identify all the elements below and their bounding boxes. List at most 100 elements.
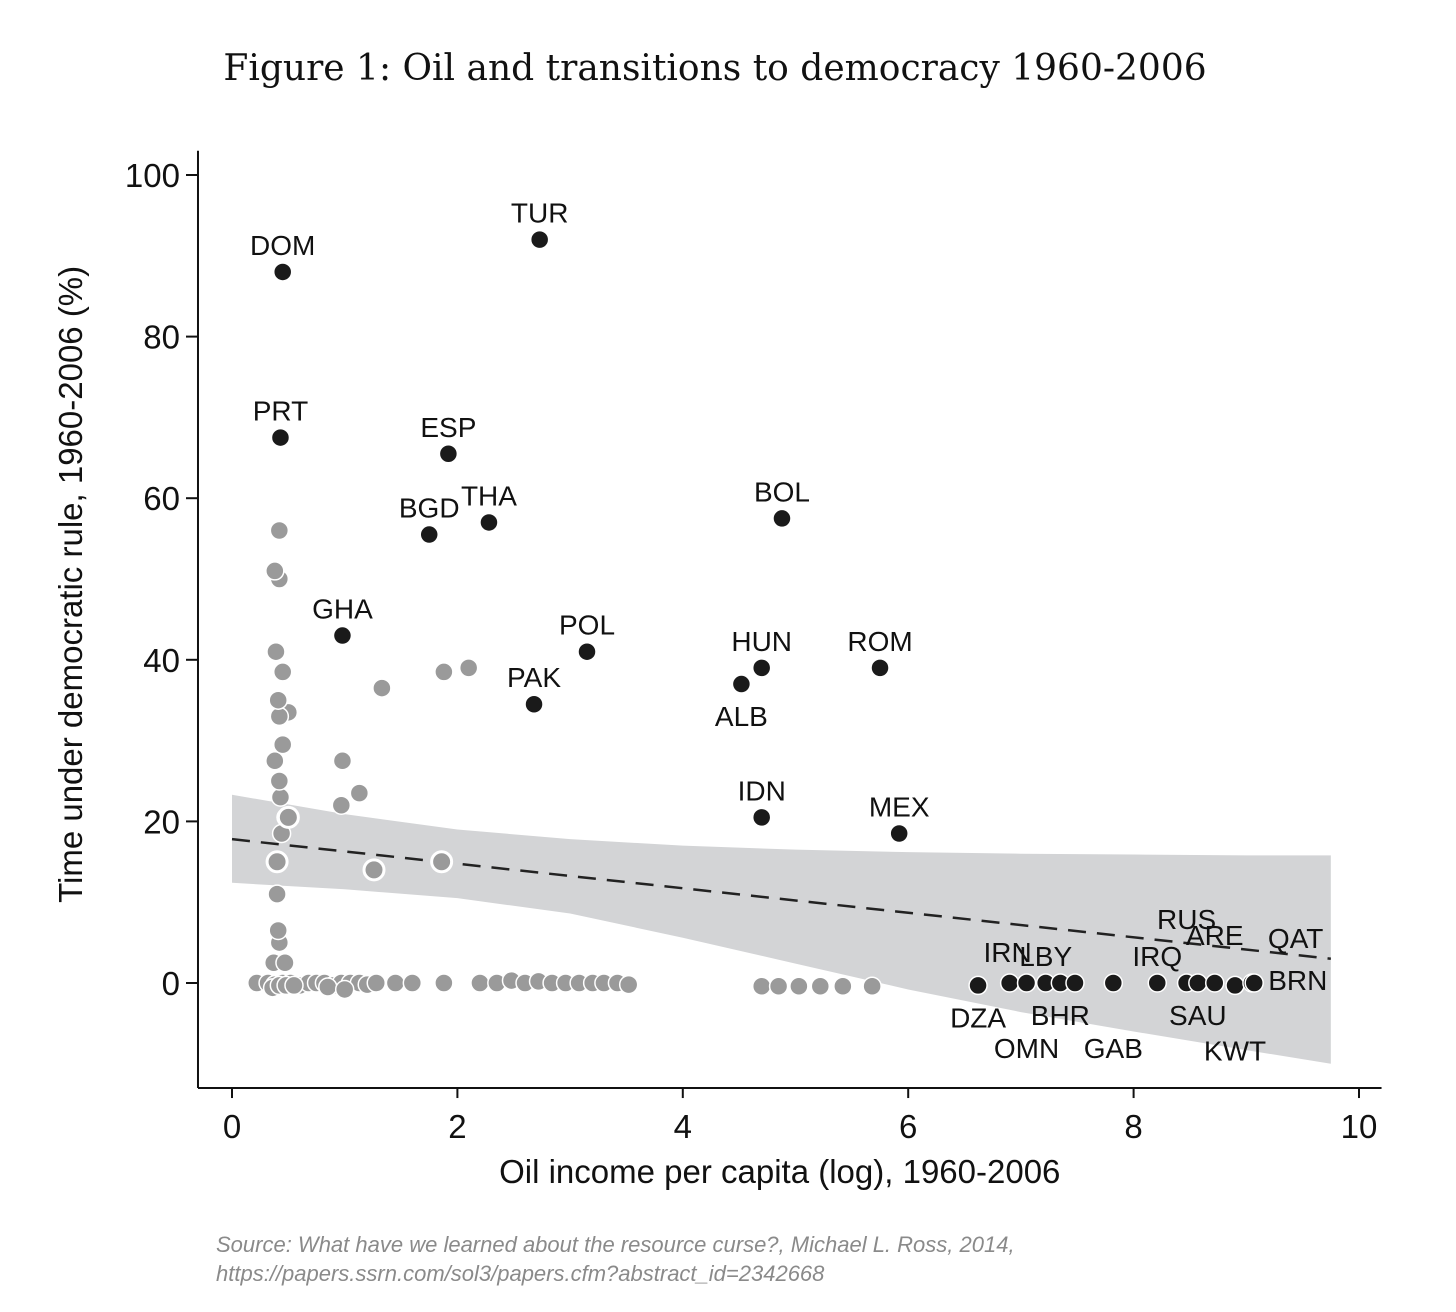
confidence-band-layer: [232, 794, 1331, 1064]
other-points-layer: [247, 520, 882, 1000]
point-label-bhr: BHR: [1031, 1000, 1090, 1031]
highlight-point-irq: [1147, 973, 1168, 993]
point-label-bgd: BGD: [399, 493, 460, 524]
point-label-gab: GAB: [1084, 1033, 1143, 1064]
highlight-point-rom: [870, 658, 890, 678]
highlighted-points-layer: [270, 229, 1264, 996]
point-label-esp: ESP: [420, 412, 476, 443]
other-point: [268, 920, 288, 941]
other-point: [265, 561, 285, 581]
highlight-point-kwt: [1225, 975, 1245, 996]
highlight-point-mex: [889, 823, 909, 844]
x-tick-label: 4: [674, 1108, 692, 1145]
point-label-rus: RUS: [1157, 904, 1216, 935]
point-label-dza: DZA: [950, 1002, 1006, 1033]
point-label-sau: SAU: [1169, 1000, 1227, 1031]
point-label-rom: ROM: [847, 626, 912, 657]
highlight-point-alb: [731, 674, 752, 694]
hollow-point: [276, 805, 300, 829]
highlight-point-irn: [999, 973, 1020, 993]
point-label-tur: TUR: [511, 198, 569, 229]
other-point: [349, 783, 370, 803]
other-point: [266, 641, 286, 662]
x-tick-label: 10: [1341, 1108, 1378, 1145]
highlight-point-tur: [529, 229, 550, 250]
y-tick-label: 60: [143, 480, 180, 517]
highlight-point-pol: [577, 641, 597, 662]
point-label-hun: HUN: [731, 626, 792, 657]
point-label-pol: POL: [559, 610, 615, 641]
other-point: [833, 976, 853, 996]
other-point: [618, 974, 639, 995]
x-tick-label: 6: [899, 1108, 917, 1145]
y-tick-label: 80: [143, 319, 180, 356]
point-label-dom: DOM: [250, 230, 315, 261]
other-point: [385, 973, 406, 993]
axes-layer: [196, 150, 1382, 1090]
point-label-tha: THA: [461, 480, 517, 511]
point-label-bol: BOL: [754, 476, 810, 507]
y-axis-title: Time under democratic rule, 1960-2006 (%…: [52, 266, 89, 903]
point-label-pak: PAK: [507, 662, 561, 693]
other-point: [270, 787, 291, 807]
point-label-qat: QAT: [1268, 923, 1323, 954]
other-point: [269, 520, 290, 541]
point-label-are: ARE: [1186, 920, 1244, 951]
confidence-band: [232, 794, 1331, 1064]
highlight-point-unlabeled: [1065, 973, 1085, 993]
fit-line-layer: [231, 837, 1331, 961]
highlight-point-dza: [968, 975, 988, 996]
other-point: [269, 771, 290, 791]
point-label-lby: LBY: [1019, 941, 1072, 972]
other-point: [768, 976, 789, 996]
fit-line: [231, 837, 1331, 961]
other-point: [789, 976, 809, 996]
highlight-point-are: [1204, 973, 1225, 993]
y-tick-label: 40: [143, 642, 180, 679]
highlight-point-bol: [772, 508, 792, 529]
highlight-point-hun: [751, 658, 772, 678]
hollow-point: [362, 858, 386, 882]
highlight-point-prt: [270, 427, 291, 448]
highlight-point-pak: [524, 694, 544, 714]
other-point: [331, 795, 352, 815]
hollow-point: [430, 850, 454, 874]
other-point: [272, 662, 293, 682]
other-point: [810, 976, 831, 996]
highlight-point-gab: [1103, 973, 1124, 993]
other-point: [318, 977, 338, 997]
source-citation: Source: What have we learned about the r…: [216, 1232, 1015, 1257]
other-point: [334, 979, 355, 1000]
x-tick-label: 2: [448, 1108, 466, 1145]
other-point: [284, 975, 304, 996]
highlight-point-sau: [1188, 973, 1208, 993]
x-axis-title: Oil income per capita (log), 1960-2006: [499, 1153, 1060, 1190]
other-point: [366, 973, 387, 993]
other-point: [268, 690, 288, 710]
point-labels-layer: DOM TUR PRT ESP BGD THA BOL GHA POL HUN ROM PAK ALB I…: [250, 198, 1327, 1067]
highlight-point-bgd: [419, 524, 439, 545]
other-point: [332, 751, 353, 771]
x-tick-label: 0: [223, 1108, 241, 1145]
other-point: [372, 678, 392, 698]
point-label-prt: PRT: [253, 396, 309, 427]
other-point: [269, 706, 290, 727]
y-tick-label: 0: [162, 965, 180, 1002]
other-point: [458, 658, 479, 678]
highlight-point-tha: [479, 512, 499, 533]
scatter-chart: DOM TUR PRT ESP BGD THA BOL GHA POL HUN ROM PAK ALB I…: [52, 150, 1382, 1190]
point-label-idn: IDN: [738, 775, 786, 806]
point-label-kwt: KWT: [1204, 1035, 1266, 1066]
other-point: [751, 976, 772, 996]
other-point: [265, 751, 285, 771]
point-label-alb: ALB: [715, 701, 768, 732]
hollow-point: [265, 850, 289, 874]
figure-title: Figure 1: Oil and transitions to democra…: [223, 48, 1207, 89]
other-point: [272, 734, 293, 755]
other-point: [402, 973, 423, 993]
source-url: https://papers.ssrn.com/sol3/papers.cfm?…: [216, 1261, 825, 1286]
highlight-point-omn: [1016, 973, 1037, 993]
point-label-irn: IRN: [984, 937, 1032, 968]
y-tick-label: 20: [143, 803, 180, 840]
